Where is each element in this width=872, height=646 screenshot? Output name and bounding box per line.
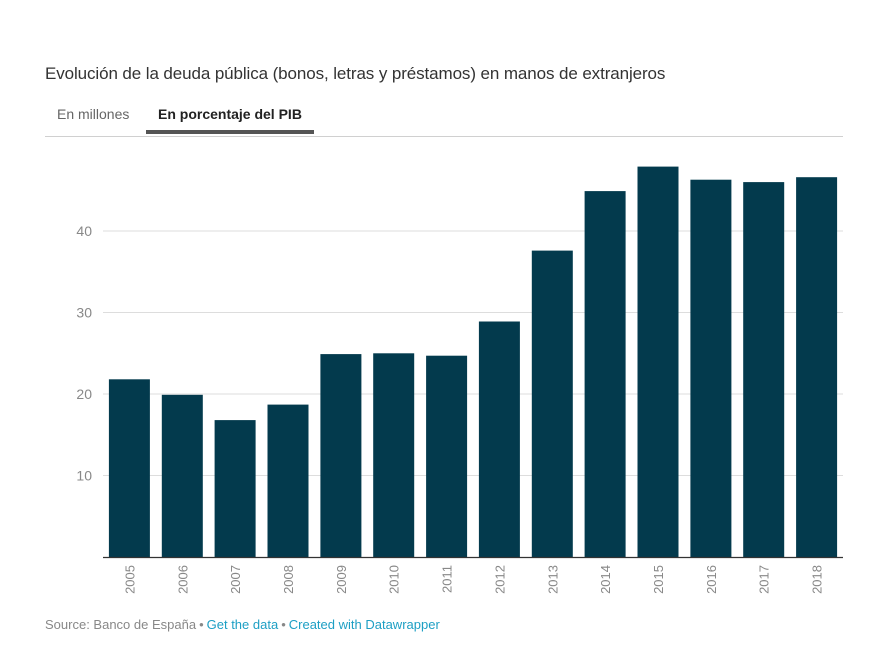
- x-tick-label: 2018: [810, 565, 825, 594]
- x-tick-label: 2009: [334, 565, 349, 594]
- footer-separator: •: [281, 617, 286, 632]
- x-tick-label: 2016: [704, 565, 719, 594]
- x-tick-label: 2005: [122, 565, 137, 594]
- bar-2005[interactable]: [108, 379, 150, 557]
- x-tick-label: 2012: [492, 565, 507, 594]
- bar-2008[interactable]: [267, 404, 309, 557]
- y-tick-label: 30: [76, 305, 92, 321]
- bar-2013[interactable]: [531, 250, 573, 557]
- x-tick-label: 2015: [651, 565, 666, 594]
- active-tab-indicator: [146, 130, 314, 134]
- bars: [108, 166, 838, 558]
- bar-2017[interactable]: [743, 182, 785, 557]
- y-axis-ticks: 10 20 30 40: [76, 223, 92, 484]
- bar-2010[interactable]: [373, 353, 415, 558]
- x-tick-label: 2010: [387, 565, 402, 594]
- x-tick-label: 2017: [757, 565, 772, 594]
- bar-2015[interactable]: [637, 166, 679, 557]
- bar-2014[interactable]: [584, 191, 626, 557]
- source-text: Source: Banco de España: [45, 617, 197, 632]
- bar-2012[interactable]: [478, 321, 520, 558]
- footer-separator: •: [199, 617, 204, 632]
- bar-2011[interactable]: [426, 355, 468, 557]
- x-tick-label: 2014: [598, 565, 613, 594]
- tab-en-millones[interactable]: En millones: [57, 106, 130, 122]
- y-tick-label: 10: [76, 468, 92, 484]
- bar-2006[interactable]: [161, 394, 203, 557]
- gridlines: [103, 230, 843, 476]
- chart-title: Evolución de la deuda pública (bonos, le…: [45, 64, 666, 83]
- tab-separator: [45, 136, 843, 137]
- created-with-datawrapper-link[interactable]: Created with Datawrapper: [288, 617, 440, 632]
- bar-2016[interactable]: [690, 179, 732, 557]
- bar-2018[interactable]: [796, 177, 838, 557]
- x-tick-label: 2008: [281, 565, 296, 594]
- bar-2009[interactable]: [320, 354, 362, 557]
- x-tick-label: 2006: [175, 565, 190, 594]
- bar-2007[interactable]: [214, 420, 256, 557]
- get-the-data-link[interactable]: Get the data: [206, 617, 279, 632]
- y-tick-label: 20: [76, 386, 92, 402]
- x-tick-label: 2013: [545, 565, 560, 594]
- x-tick-label: 2011: [440, 565, 455, 593]
- x-axis-ticks: 2005 2006 2007 2008 2009 2010 2011 2012 2013 2014…: [122, 565, 824, 594]
- x-tick-label: 2007: [228, 565, 243, 594]
- tab-en-porcentaje-del-pib[interactable]: En porcentaje del PIB: [158, 106, 302, 122]
- footer: Source: Banco de España • Get the data • Cre…: [45, 617, 440, 632]
- y-tick-label: 40: [76, 223, 92, 239]
- tab-bar: En millones En porcentaje del PIB: [45, 98, 843, 137]
